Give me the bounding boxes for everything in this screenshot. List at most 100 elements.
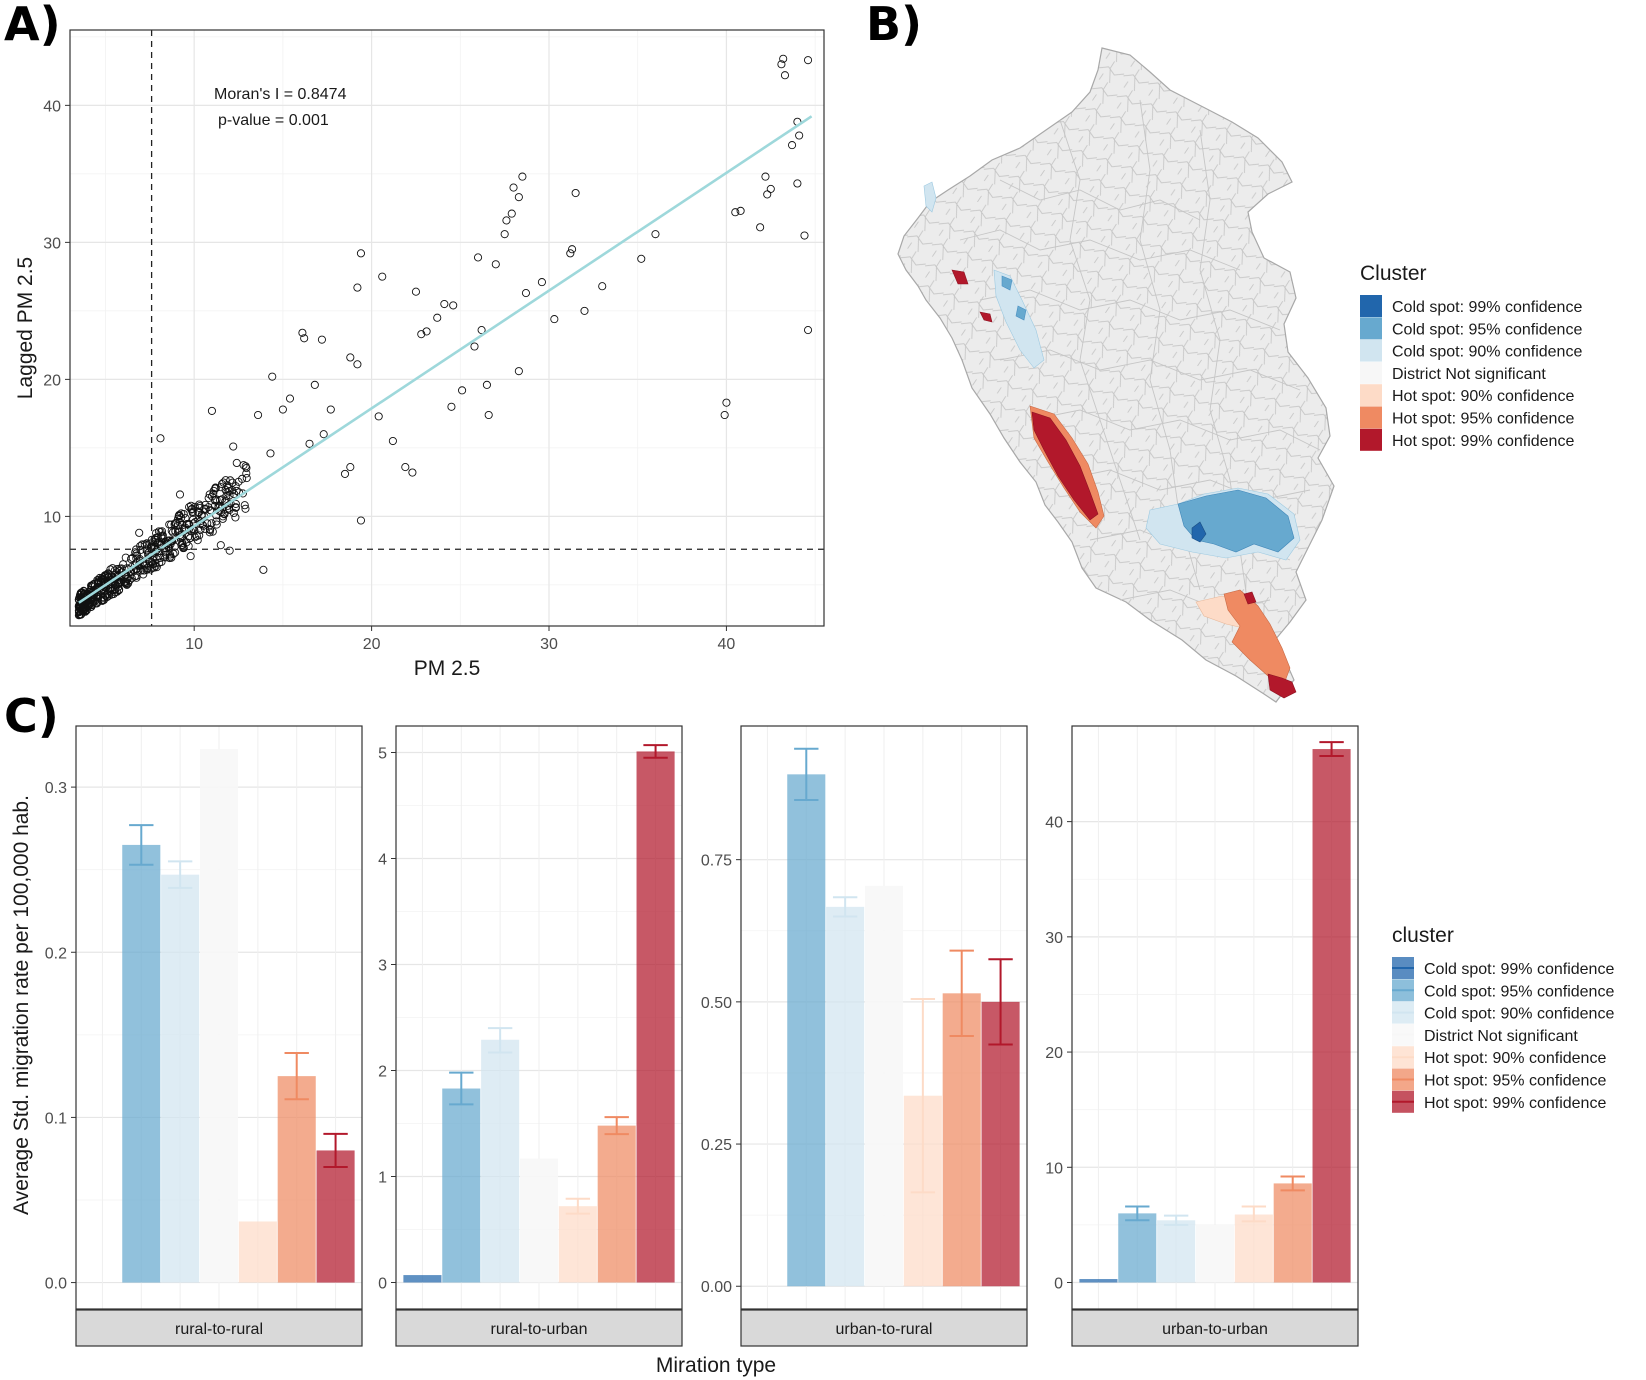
y-tick-label: 30 <box>43 235 61 252</box>
bar-1 <box>1079 1279 1118 1283</box>
bar-2 <box>1118 1213 1157 1283</box>
facet-strip-label: urban-to-rural <box>836 1321 933 1338</box>
scatter-point <box>124 579 133 588</box>
scatter-point <box>171 527 180 536</box>
scatter-point <box>187 505 196 514</box>
p-value-annotation: p-value = 0.001 <box>218 112 329 129</box>
scatter-point <box>731 208 740 217</box>
bar-7 <box>636 751 675 1283</box>
y-tick-label: 3 <box>378 958 387 975</box>
scatter-point <box>152 529 161 538</box>
scatter-point <box>353 360 362 369</box>
scatter-point <box>76 607 85 616</box>
scatter-point <box>378 272 387 281</box>
scatter-point <box>232 486 241 495</box>
scatter-point <box>192 532 201 541</box>
scatter-point <box>130 572 139 581</box>
scatter-point <box>206 526 215 535</box>
scatter-point <box>155 558 164 567</box>
x-tick-label: 10 <box>185 636 203 653</box>
scatter-point <box>108 586 117 595</box>
scatter-point <box>156 527 165 537</box>
scatter-point <box>195 500 204 509</box>
scatter-point <box>521 289 530 298</box>
scatter-point <box>433 313 442 322</box>
scatter-point <box>195 503 204 513</box>
facet-urban-to-urban: 0 10 20 30 40 urban-to-urban <box>1045 725 1359 1347</box>
scatter-point <box>319 430 328 439</box>
bar-1 <box>403 1275 442 1283</box>
legend-swatch <box>1360 295 1382 317</box>
scatter-point <box>102 593 112 602</box>
bar-3 <box>1157 1220 1196 1283</box>
bar-3 <box>481 1039 520 1283</box>
scatter-point <box>722 398 731 407</box>
scatter-point <box>216 541 225 550</box>
legend-swatch <box>1360 317 1382 340</box>
scatter-x-axis-title: PM 2.5 <box>414 657 481 680</box>
scatter-point <box>140 566 149 575</box>
scatter-point <box>212 520 221 529</box>
scatter-point <box>317 335 326 344</box>
scatter-point <box>803 56 813 65</box>
scatter-point <box>84 601 93 611</box>
scatter-y-axis-title: Lagged PM 2.5 <box>14 257 37 399</box>
bars-legend-title: cluster <box>1392 924 1454 947</box>
legend-swatch <box>1360 384 1382 407</box>
x-tick-label: 40 <box>718 636 736 653</box>
legend-label: District Not significant <box>1392 366 1546 383</box>
scatter-point <box>761 172 770 181</box>
peru-outline <box>897 47 1335 703</box>
bar-3 <box>161 874 200 1283</box>
scatter-point <box>184 532 193 541</box>
bar-2 <box>787 774 826 1287</box>
y-tick-label: 0.25 <box>701 1137 732 1154</box>
scatter-panel: 10 20 30 40 10 20 30 40 Moran's I = 0.8474 p-va… <box>14 29 825 680</box>
scatter-point <box>227 486 237 495</box>
scatter-point <box>221 476 230 485</box>
x-tick-label: 20 <box>363 636 381 653</box>
scatter-point <box>259 565 268 574</box>
y-tick-label: 5 <box>378 746 387 763</box>
scatter-point <box>171 518 181 527</box>
scatter-point <box>231 503 240 512</box>
bar-7 <box>316 1150 355 1283</box>
legend-label: Cold spot: 95% confidence <box>1424 983 1614 1000</box>
scatter-point <box>268 372 277 381</box>
scatter-point <box>231 513 240 522</box>
legend-swatch <box>1360 339 1382 362</box>
scatter-point <box>190 533 199 542</box>
legend-label: Hot spot: 90% confidence <box>1424 1050 1606 1067</box>
scatter-point <box>518 172 527 181</box>
bar-2 <box>122 844 161 1283</box>
scatter-point <box>422 327 431 336</box>
panel-a-letter: A) <box>4 0 61 51</box>
legend-label: Cold spot: 99% confidence <box>1424 961 1614 978</box>
scatter-point <box>138 540 147 549</box>
scatter-point <box>298 328 307 337</box>
scatter-point <box>278 405 287 414</box>
facet-frame <box>75 725 363 1310</box>
scatter-point <box>447 402 456 411</box>
facet-frame <box>740 725 1028 1310</box>
scatter-point <box>113 580 123 589</box>
faceted-bar-chart: 0.0 0.1 0.2 0.3 rural-to-rural 0 1 2 3 4 5 rural-to… <box>10 725 1614 1377</box>
scatter-point <box>482 380 491 389</box>
bar-6 <box>277 1076 316 1283</box>
facet-strip-label: urban-to-urban <box>1162 1321 1268 1338</box>
map-legend: Cold spot: 99% confidence Cold spot: 95% … <box>1360 295 1582 451</box>
scatter-frame <box>69 29 825 627</box>
scatter-point <box>326 405 335 414</box>
scatter-point <box>793 179 802 188</box>
scatter-point <box>178 540 187 549</box>
y-tick-label: 4 <box>378 852 387 869</box>
scatter-point <box>171 548 180 557</box>
facet-strip-label: rural-to-urban <box>491 1321 588 1338</box>
scatter-point <box>179 509 188 519</box>
scatter-point <box>128 553 137 562</box>
y-tick-label: 40 <box>43 98 61 115</box>
scatter-point <box>132 573 141 582</box>
scatter-point <box>514 193 523 202</box>
facet-frame <box>1071 725 1359 1310</box>
